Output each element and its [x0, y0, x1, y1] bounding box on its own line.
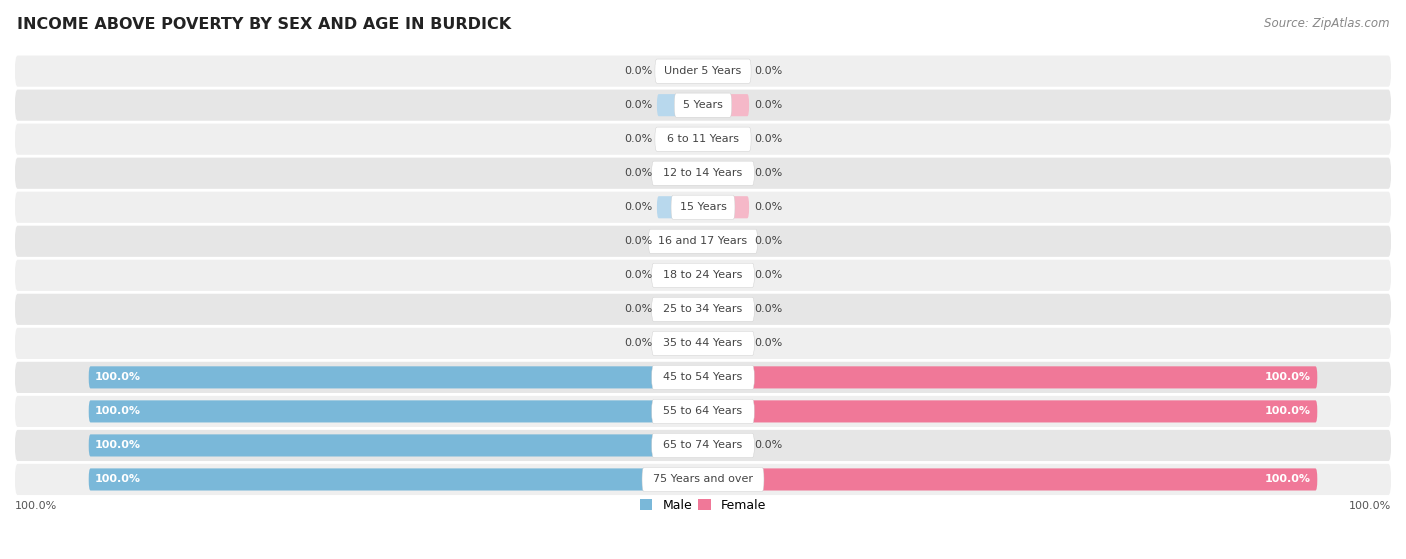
FancyBboxPatch shape: [703, 60, 749, 82]
FancyBboxPatch shape: [15, 293, 1391, 325]
FancyBboxPatch shape: [648, 229, 758, 253]
Text: 5 Years: 5 Years: [683, 100, 723, 110]
Text: 0.0%: 0.0%: [754, 338, 782, 348]
FancyBboxPatch shape: [89, 400, 703, 423]
FancyBboxPatch shape: [703, 196, 749, 219]
FancyBboxPatch shape: [703, 128, 749, 150]
Text: 45 to 54 Years: 45 to 54 Years: [664, 372, 742, 382]
Text: 18 to 24 Years: 18 to 24 Years: [664, 271, 742, 280]
FancyBboxPatch shape: [15, 55, 1391, 87]
Text: 100.0%: 100.0%: [94, 440, 141, 451]
FancyBboxPatch shape: [657, 332, 703, 354]
Text: 0.0%: 0.0%: [754, 271, 782, 280]
Text: 0.0%: 0.0%: [754, 134, 782, 144]
FancyBboxPatch shape: [657, 128, 703, 150]
FancyBboxPatch shape: [703, 332, 749, 354]
FancyBboxPatch shape: [652, 331, 754, 356]
Text: 100.0%: 100.0%: [1265, 406, 1312, 416]
Text: 35 to 44 Years: 35 to 44 Years: [664, 338, 742, 348]
FancyBboxPatch shape: [15, 124, 1391, 155]
FancyBboxPatch shape: [703, 230, 749, 252]
Text: 100.0%: 100.0%: [1265, 372, 1312, 382]
FancyBboxPatch shape: [703, 468, 1317, 490]
FancyBboxPatch shape: [15, 260, 1391, 291]
FancyBboxPatch shape: [657, 230, 703, 252]
FancyBboxPatch shape: [703, 264, 749, 286]
FancyBboxPatch shape: [15, 89, 1391, 121]
FancyBboxPatch shape: [657, 94, 703, 116]
Text: 65 to 74 Years: 65 to 74 Years: [664, 440, 742, 451]
FancyBboxPatch shape: [89, 468, 703, 490]
FancyBboxPatch shape: [655, 59, 751, 83]
FancyBboxPatch shape: [675, 93, 731, 117]
FancyBboxPatch shape: [89, 434, 703, 457]
Text: 100.0%: 100.0%: [1348, 500, 1391, 510]
Text: 0.0%: 0.0%: [754, 440, 782, 451]
Text: 0.0%: 0.0%: [624, 168, 652, 178]
FancyBboxPatch shape: [671, 195, 735, 219]
Text: 0.0%: 0.0%: [624, 202, 652, 212]
FancyBboxPatch shape: [657, 162, 703, 184]
Text: 0.0%: 0.0%: [624, 304, 652, 314]
FancyBboxPatch shape: [15, 362, 1391, 393]
Text: 6 to 11 Years: 6 to 11 Years: [666, 134, 740, 144]
FancyBboxPatch shape: [15, 464, 1391, 495]
FancyBboxPatch shape: [703, 366, 1317, 389]
Text: 25 to 34 Years: 25 to 34 Years: [664, 304, 742, 314]
Text: 0.0%: 0.0%: [624, 236, 652, 247]
Text: 75 Years and over: 75 Years and over: [652, 475, 754, 485]
FancyBboxPatch shape: [15, 158, 1391, 189]
Text: 0.0%: 0.0%: [754, 202, 782, 212]
FancyBboxPatch shape: [652, 161, 754, 185]
Text: 0.0%: 0.0%: [624, 100, 652, 110]
Text: 100.0%: 100.0%: [94, 406, 141, 416]
FancyBboxPatch shape: [703, 162, 749, 184]
Text: 100.0%: 100.0%: [94, 372, 141, 382]
FancyBboxPatch shape: [652, 433, 754, 457]
Text: 0.0%: 0.0%: [754, 66, 782, 76]
FancyBboxPatch shape: [15, 396, 1391, 427]
Text: 55 to 64 Years: 55 to 64 Years: [664, 406, 742, 416]
FancyBboxPatch shape: [89, 366, 703, 389]
Text: 0.0%: 0.0%: [624, 134, 652, 144]
FancyBboxPatch shape: [703, 94, 749, 116]
Text: 0.0%: 0.0%: [624, 271, 652, 280]
Text: 16 and 17 Years: 16 and 17 Years: [658, 236, 748, 247]
FancyBboxPatch shape: [652, 365, 754, 390]
FancyBboxPatch shape: [15, 328, 1391, 359]
Text: 0.0%: 0.0%: [754, 100, 782, 110]
Text: 0.0%: 0.0%: [754, 304, 782, 314]
Text: 0.0%: 0.0%: [624, 66, 652, 76]
Text: 0.0%: 0.0%: [754, 168, 782, 178]
FancyBboxPatch shape: [657, 60, 703, 82]
FancyBboxPatch shape: [657, 264, 703, 286]
FancyBboxPatch shape: [703, 299, 749, 320]
FancyBboxPatch shape: [703, 434, 749, 457]
Legend: Male, Female: Male, Female: [636, 494, 770, 517]
Text: 0.0%: 0.0%: [624, 338, 652, 348]
FancyBboxPatch shape: [15, 192, 1391, 223]
Text: 100.0%: 100.0%: [1265, 475, 1312, 485]
FancyBboxPatch shape: [15, 226, 1391, 257]
FancyBboxPatch shape: [655, 127, 751, 151]
Text: INCOME ABOVE POVERTY BY SEX AND AGE IN BURDICK: INCOME ABOVE POVERTY BY SEX AND AGE IN B…: [17, 17, 510, 32]
FancyBboxPatch shape: [657, 299, 703, 320]
FancyBboxPatch shape: [657, 196, 703, 219]
Text: 100.0%: 100.0%: [15, 500, 58, 510]
Text: 0.0%: 0.0%: [754, 236, 782, 247]
FancyBboxPatch shape: [652, 399, 754, 424]
FancyBboxPatch shape: [643, 467, 763, 491]
FancyBboxPatch shape: [15, 430, 1391, 461]
Text: 15 Years: 15 Years: [679, 202, 727, 212]
FancyBboxPatch shape: [703, 400, 1317, 423]
Text: Source: ZipAtlas.com: Source: ZipAtlas.com: [1264, 17, 1389, 30]
Text: 100.0%: 100.0%: [94, 475, 141, 485]
FancyBboxPatch shape: [652, 263, 754, 287]
FancyBboxPatch shape: [652, 297, 754, 321]
Text: Under 5 Years: Under 5 Years: [665, 66, 741, 76]
Text: 12 to 14 Years: 12 to 14 Years: [664, 168, 742, 178]
